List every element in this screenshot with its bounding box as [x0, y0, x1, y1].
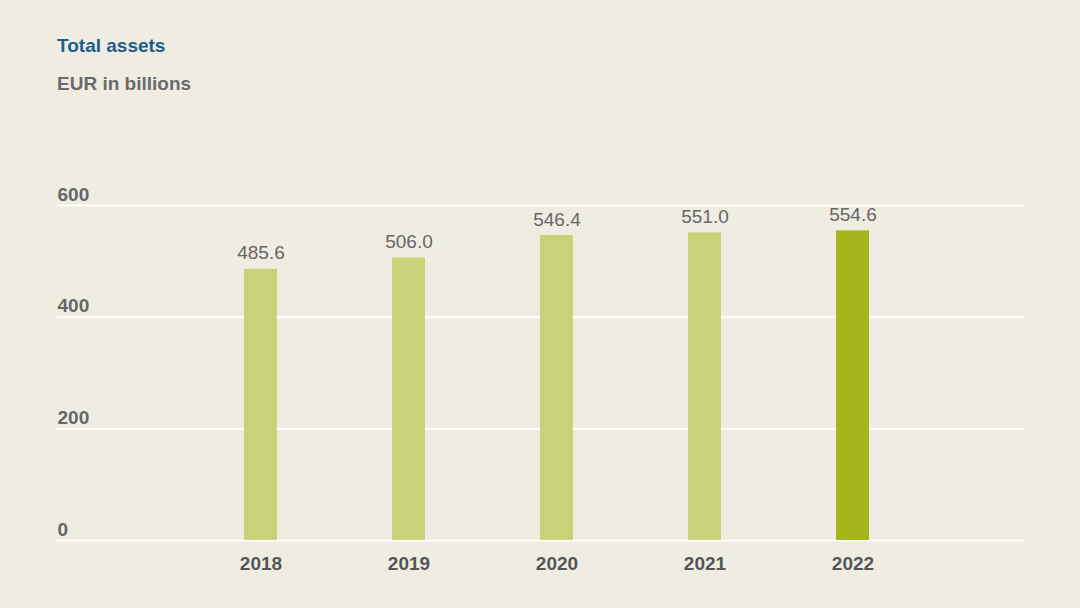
svg-text:600: 600 [58, 184, 90, 205]
svg-text:2021: 2021 [684, 553, 727, 574]
svg-text:2019: 2019 [388, 553, 430, 574]
svg-text:546.4: 546.4 [533, 209, 581, 230]
svg-text:506.0: 506.0 [385, 231, 433, 252]
svg-text:554.6: 554.6 [829, 204, 877, 225]
svg-text:2020: 2020 [536, 553, 578, 574]
html-text:Total assets: Total assets [57, 35, 166, 56]
svg-text:2018: 2018 [240, 553, 282, 574]
svg-text:485.6: 485.6 [237, 242, 285, 263]
svg-text:551.0: 551.0 [681, 206, 729, 227]
html-text:EUR in billions: EUR in billions [57, 73, 192, 94]
svg-text:200: 200 [58, 407, 90, 428]
svg-text:400: 400 [58, 295, 90, 316]
svg-text:0: 0 [58, 519, 69, 540]
svg-text:2022: 2022 [832, 553, 874, 574]
